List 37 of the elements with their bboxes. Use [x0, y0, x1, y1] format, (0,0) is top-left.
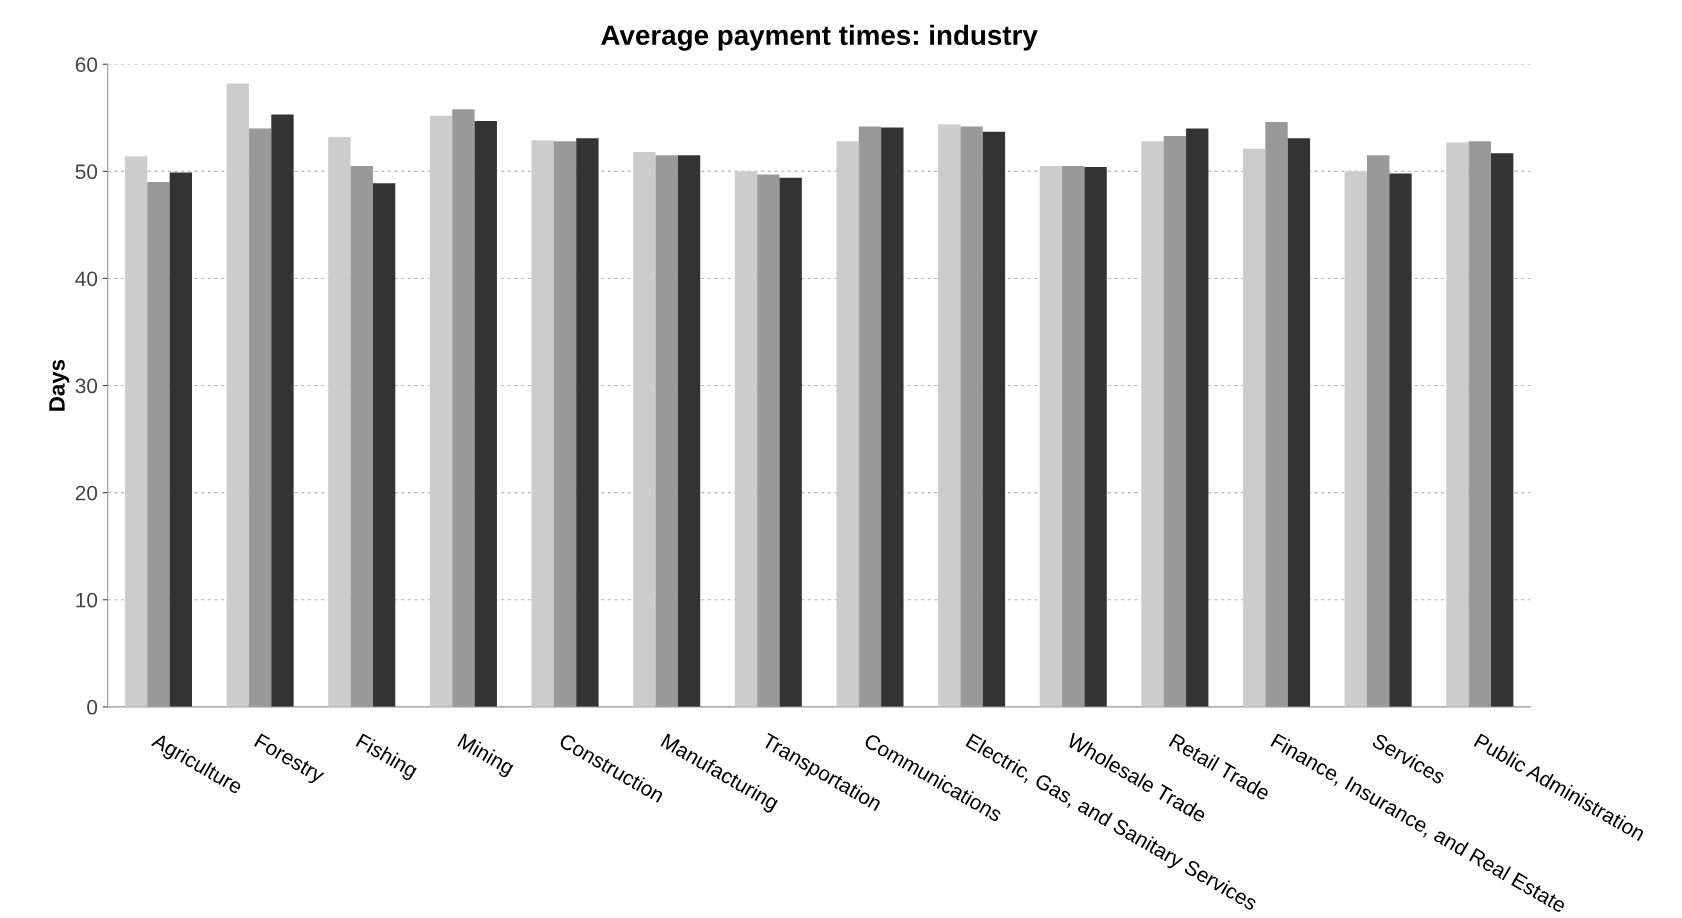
y-axis-title: Days: [49, 359, 70, 411]
bar: [372, 183, 396, 707]
y-tick-label: 40: [75, 271, 98, 287]
y-tick-label: 0: [87, 699, 98, 715]
bar: [982, 131, 1006, 707]
bar: [1446, 142, 1469, 707]
bar: [1287, 138, 1311, 707]
bar: [1039, 166, 1063, 707]
bar: [1490, 153, 1514, 707]
bar: [1186, 128, 1209, 707]
bar: [734, 171, 758, 707]
bar: [429, 115, 453, 707]
bar: [1084, 167, 1107, 707]
bar: [677, 155, 701, 707]
bar: [1141, 141, 1164, 707]
bar: [271, 114, 294, 707]
bar: [633, 152, 656, 707]
y-tick-label: 10: [76, 592, 98, 608]
bar: [779, 177, 802, 707]
bar: [531, 140, 554, 707]
y-tick-label: 50: [75, 164, 98, 180]
bar: [576, 138, 599, 707]
bar: [474, 121, 497, 707]
bar: [836, 141, 859, 707]
chart-title: Average payment times: industry: [601, 24, 1038, 51]
bar: [1344, 171, 1367, 707]
bar: [124, 156, 148, 707]
bar: [938, 124, 961, 707]
bar: [881, 127, 904, 707]
bar: [169, 172, 193, 707]
y-tick-label: 60: [75, 57, 98, 73]
y-tick-label: 30: [75, 378, 98, 394]
bar: [328, 137, 351, 707]
bar: [1389, 173, 1412, 707]
y-tick-label: 20: [75, 485, 98, 501]
bar: [226, 83, 249, 707]
bar: [1242, 148, 1266, 707]
